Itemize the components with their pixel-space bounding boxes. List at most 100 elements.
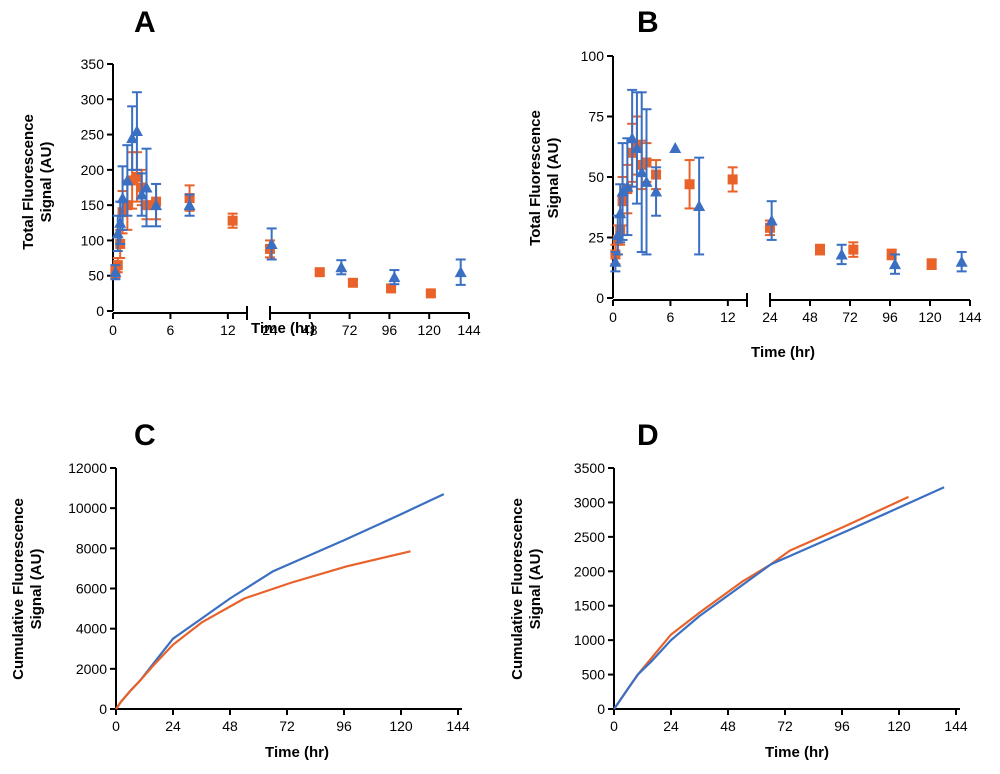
data-point-triangle: [635, 166, 648, 178]
x-tick-label: 48: [802, 309, 818, 325]
data-point-square: [425, 288, 436, 299]
series-line-orange: [613, 495, 909, 710]
x-tick-label: 96: [336, 718, 352, 734]
series-line-orange: [115, 550, 411, 710]
panel-c-chart: C Cumulative Fluorescence Signal (AU) Ti…: [10, 419, 470, 761]
y-tick-label: 200: [81, 162, 105, 178]
x-tick-label: 48: [222, 718, 238, 734]
panel-b-chart: B Total Fluorescence Signal (AU) Time (h…: [527, 6, 982, 361]
x-tick-label: 6: [167, 322, 175, 338]
x-tick-label: 120: [887, 718, 911, 734]
data-point-triangle: [765, 214, 778, 226]
y-tick-label: 25: [588, 230, 604, 246]
y-axis-title-line2: Signal (AU): [38, 142, 55, 223]
x-tick-label: 96: [834, 718, 850, 734]
y-tick-label: 1000: [574, 632, 605, 648]
x-tick-label: 120: [389, 718, 413, 734]
data-point-triangle: [630, 141, 643, 153]
data-point-triangle: [140, 181, 153, 193]
data-point-triangle: [126, 132, 139, 144]
x-tick-label: 120: [918, 309, 942, 325]
panel-letter-a: A: [134, 6, 156, 39]
x-tick-label: 96: [382, 322, 398, 338]
y-axis-title-line1: Cumulative Fluorescence: [509, 498, 526, 680]
y-axis-title-line2: Signal (AU): [28, 549, 45, 630]
y-tick-label: 75: [588, 109, 604, 125]
data-point-square: [727, 174, 738, 185]
data-point-triangle: [335, 261, 348, 273]
x-axis-title: Time (hr): [751, 344, 815, 361]
x-tick-label: 144: [944, 718, 968, 734]
y-tick-label: 250: [81, 127, 105, 143]
x-axis-title: Time (hr): [265, 744, 329, 761]
data-point-square: [347, 277, 358, 288]
x-tick-label: 0: [112, 718, 120, 734]
data-point-triangle: [109, 266, 122, 278]
y-tick-label: 500: [582, 667, 606, 683]
data-point-square: [131, 171, 142, 182]
y-tick-label: 0: [96, 303, 104, 319]
data-point-triangle: [135, 188, 148, 200]
data-point-triangle: [626, 132, 639, 144]
data-point-square: [314, 267, 325, 278]
y-tick-label: 1500: [574, 598, 605, 614]
data-point-square: [227, 215, 238, 226]
x-tick-label: 144: [446, 718, 470, 734]
data-point-square: [815, 244, 825, 255]
y-tick-label: 3000: [574, 494, 605, 510]
data-point-triangle: [669, 141, 682, 153]
y-tick-label: 4000: [76, 621, 107, 637]
y-tick-label: 350: [81, 56, 105, 72]
panel-a-chart: A Total Fluorescence Signal (AU) Time (h…: [20, 6, 481, 338]
x-tick-label: 12: [220, 322, 236, 338]
panel-d-chart: D Cumulative Fluorescence Signal (AU) Ti…: [509, 419, 968, 761]
y-tick-label: 8000: [76, 540, 107, 556]
y-tick-label: 0: [597, 701, 605, 717]
series-line-blue: [115, 493, 445, 710]
x-tick-label: 120: [418, 322, 442, 338]
y-tick-label: 50: [88, 268, 104, 284]
panel-letter-d: D: [637, 419, 659, 452]
x-tick-label: 12: [720, 309, 736, 325]
y-tick-label: 3500: [574, 460, 605, 476]
y-axis-title-line1: Cumulative Fluorescence: [10, 498, 27, 680]
data-point-triangle: [955, 255, 968, 267]
series-line-blue: [613, 486, 945, 710]
data-point-square: [765, 222, 775, 233]
data-point-triangle: [609, 255, 622, 267]
panel-letter-b: B: [637, 6, 659, 39]
y-tick-label: 10000: [68, 500, 107, 516]
y-tick-label: 2000: [76, 661, 107, 677]
y-tick-label: 100: [581, 48, 605, 64]
x-tick-label: 24: [262, 322, 278, 338]
x-tick-label: 96: [882, 309, 898, 325]
y-tick-label: 6000: [76, 581, 107, 597]
y-tick-label: 100: [81, 232, 105, 248]
y-axis-title-line2: Signal (AU): [527, 549, 544, 630]
x-tick-label: 72: [342, 322, 358, 338]
data-point-square: [684, 179, 695, 190]
y-tick-label: 50: [588, 169, 604, 185]
data-point-triangle: [150, 199, 163, 211]
data-point-square: [926, 259, 937, 270]
data-point-triangle: [454, 266, 467, 278]
data-point-triangle: [183, 199, 196, 211]
x-tick-label: 48: [720, 718, 736, 734]
y-axis-title-line2: Signal (AU): [545, 138, 562, 219]
x-tick-label: 72: [777, 718, 793, 734]
y-tick-label: 300: [81, 91, 105, 107]
data-point-triangle: [388, 271, 401, 283]
data-point-triangle: [121, 174, 134, 186]
x-tick-label: 24: [762, 309, 778, 325]
y-tick-label: 12000: [68, 460, 107, 476]
y-axis-title-line1: Total Fluorescence: [527, 110, 544, 246]
y-tick-label: 150: [81, 197, 105, 213]
data-point-triangle: [114, 216, 127, 228]
x-tick-label: 24: [663, 718, 679, 734]
y-tick-label: 0: [99, 701, 107, 717]
x-tick-label: 0: [109, 322, 117, 338]
x-axis-title: Time (hr): [765, 744, 829, 761]
x-tick-label: 144: [457, 322, 481, 338]
x-tick-label: 24: [165, 718, 181, 734]
x-tick-label: 0: [610, 718, 618, 734]
